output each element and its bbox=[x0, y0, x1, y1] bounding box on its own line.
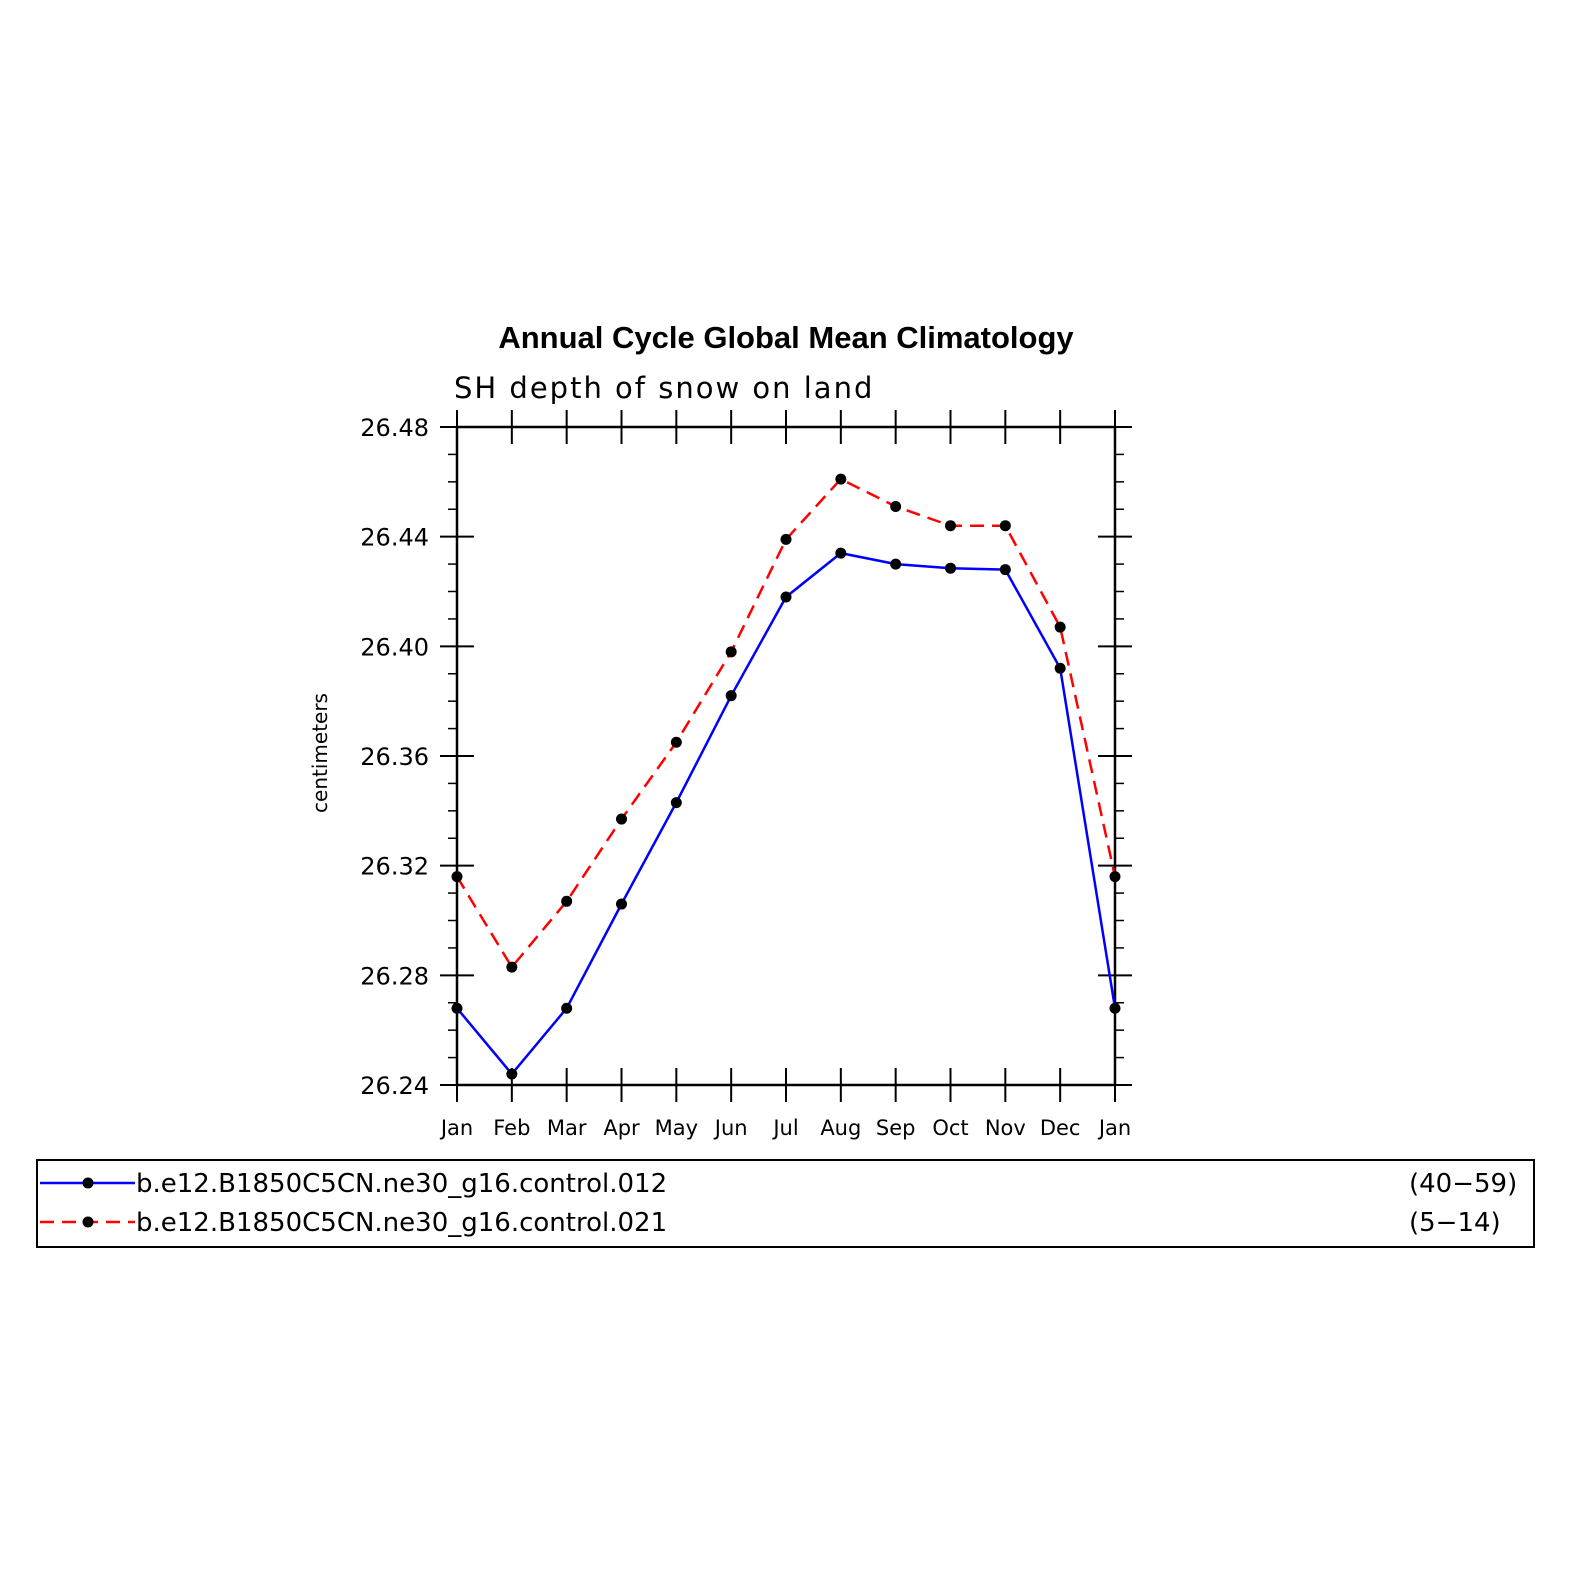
series-1-point bbox=[945, 562, 956, 574]
legend-swatch-marker bbox=[82, 1177, 94, 1189]
series-1-point bbox=[1054, 662, 1066, 674]
legend-years: (5−14) bbox=[1409, 1208, 1501, 1238]
series-2-point bbox=[999, 520, 1011, 532]
x-tick-label: Feb bbox=[493, 1116, 530, 1140]
series-2-point bbox=[1109, 871, 1121, 883]
series-1-point bbox=[999, 564, 1011, 576]
x-tick-label: Dec bbox=[1040, 1116, 1081, 1140]
y-tick-label: 26.48 bbox=[360, 414, 429, 442]
x-tick-label: May bbox=[655, 1116, 698, 1140]
series-2-point bbox=[780, 533, 792, 545]
legend-label: b.e12.B1850C5CN.ne30_g16.control.021 bbox=[136, 1208, 667, 1238]
x-tick-label: Nov bbox=[985, 1116, 1026, 1140]
series-2-point bbox=[945, 520, 956, 532]
series-1-point bbox=[561, 1002, 573, 1014]
legend: b.e12.B1850C5CN.ne30_g16.control.012 (40−… bbox=[36, 1159, 1535, 1248]
x-tick-labels: Jan Feb Mar Apr May Jun Jul Aug Sep Oct Nov Dec Jan bbox=[439, 1116, 1131, 1140]
plot-axes bbox=[440, 410, 1132, 1102]
legend-box bbox=[36, 1159, 1535, 1248]
series-1-point bbox=[890, 558, 902, 570]
legend-swatch-marker bbox=[82, 1216, 94, 1228]
x-tick-label: Mar bbox=[547, 1116, 587, 1140]
series-1-point bbox=[616, 898, 627, 910]
x-tick-label: Jan bbox=[439, 1116, 473, 1140]
y-tick-label: 26.24 bbox=[360, 1072, 429, 1100]
y-tick-labels: 26.24 26.28 26.32 26.36 26.40 26.44 26.48 bbox=[360, 414, 429, 1100]
x-tick-label: Sep bbox=[876, 1116, 916, 1140]
x-tick-label: Jun bbox=[713, 1116, 748, 1140]
series-line-1 bbox=[456, 551, 1117, 1076]
series-2-point bbox=[835, 473, 847, 485]
plot-frame bbox=[455, 425, 1117, 1087]
series-1-point bbox=[725, 690, 737, 702]
series-2-point bbox=[890, 501, 902, 513]
series-2-point bbox=[725, 646, 737, 658]
y-tick-label: 26.44 bbox=[360, 524, 429, 552]
series-line-2 bbox=[455, 477, 1117, 970]
series-2-point bbox=[506, 961, 518, 973]
series-1-point bbox=[780, 591, 792, 603]
x-tick-label: Apr bbox=[603, 1116, 640, 1140]
y-axis-label: centimeters bbox=[308, 693, 332, 813]
x-tick-label: Oct bbox=[932, 1116, 968, 1140]
series-layer bbox=[451, 473, 1121, 1080]
series-2-point bbox=[451, 871, 463, 883]
y-tick-label: 26.32 bbox=[360, 853, 429, 881]
x-tick-label: Aug bbox=[820, 1116, 861, 1140]
chart-subtitle: SH depth of snow on land bbox=[454, 371, 874, 405]
x-tick-label: Jan bbox=[1097, 1116, 1131, 1140]
legend-label: b.e12.B1850C5CN.ne30_g16.control.012 bbox=[136, 1169, 667, 1199]
chart-title: Annual Cycle Global Mean Climatology bbox=[498, 320, 1074, 355]
series-1-point bbox=[1109, 1002, 1121, 1014]
y-tick-label: 26.40 bbox=[360, 633, 429, 661]
series-2-point bbox=[670, 736, 682, 748]
y-tick-label: 26.28 bbox=[360, 962, 429, 990]
series-2-point bbox=[561, 895, 573, 907]
x-tick-label: Jul bbox=[771, 1116, 798, 1140]
series-1-point bbox=[835, 547, 847, 559]
series-1-point bbox=[670, 797, 682, 809]
y-tick-label: 26.36 bbox=[360, 743, 429, 771]
series-2-point bbox=[1054, 621, 1066, 633]
series-1-point bbox=[506, 1068, 518, 1080]
series-1-point bbox=[451, 1002, 463, 1014]
legend-years: (40−59) bbox=[1409, 1169, 1517, 1199]
series-2-point bbox=[616, 813, 627, 825]
